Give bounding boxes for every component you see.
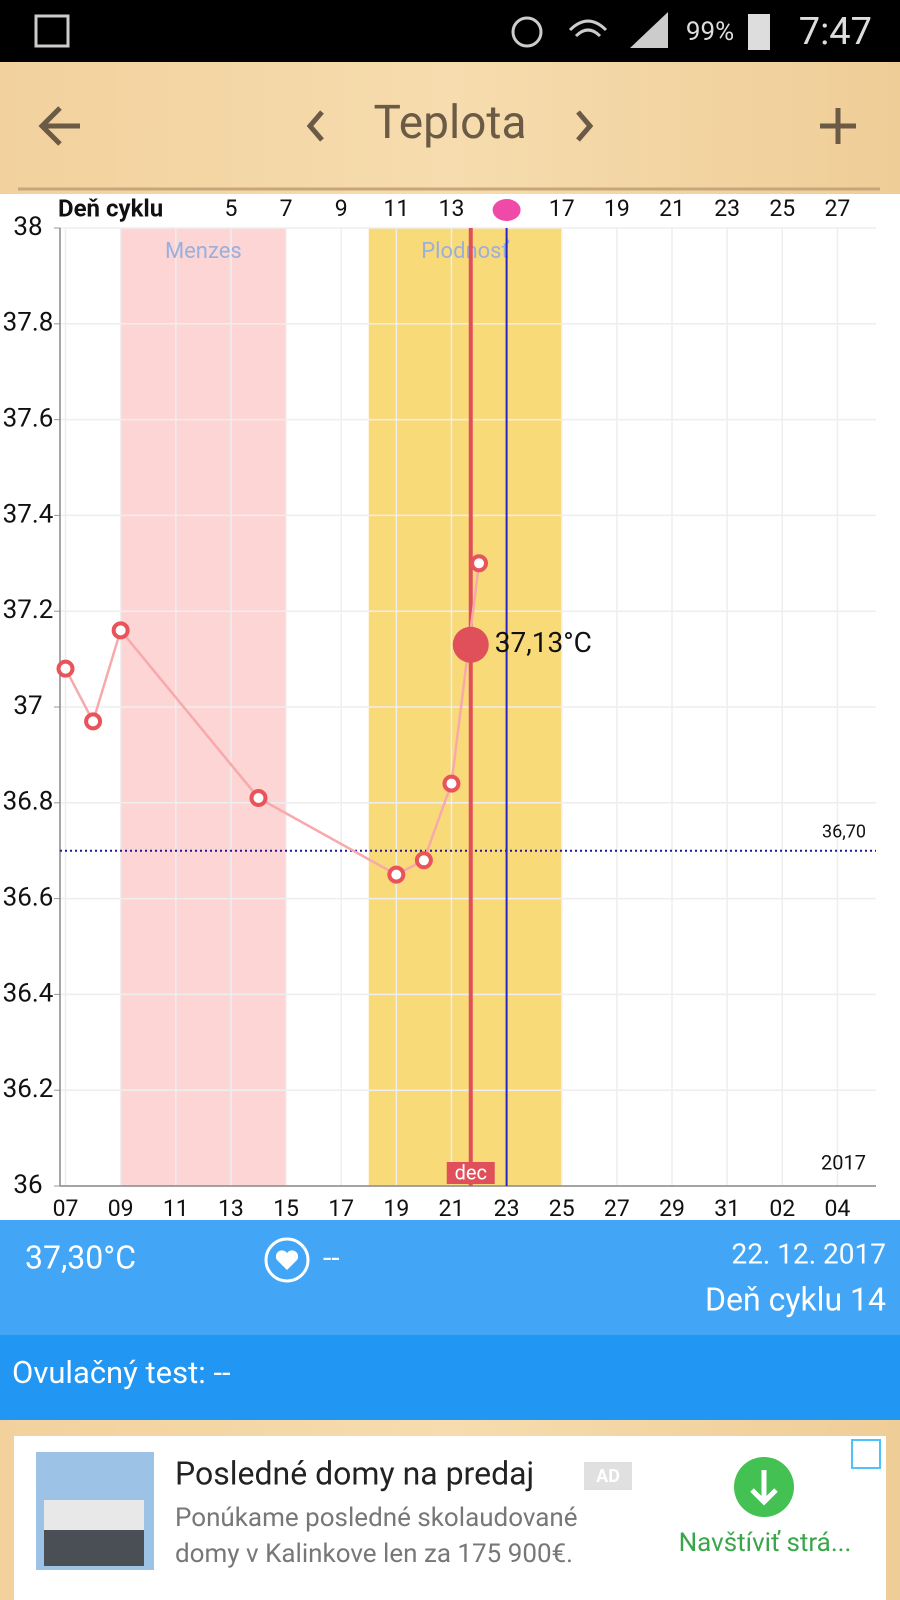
temperature-point (470, 554, 489, 573)
battery-icon (748, 14, 770, 50)
temperature-point (442, 774, 461, 793)
y-tick-label: 36 (13, 1170, 42, 1200)
temperature-point (84, 712, 103, 731)
cycle-day: Deň cyklu 14 (705, 1280, 886, 1318)
ad-choices-icon[interactable] (851, 1439, 881, 1469)
y-tick-label: 36.2 (3, 1074, 54, 1104)
ovulation-test: Ovulačný test: -- (12, 1354, 231, 1391)
temperature-point (111, 621, 130, 640)
temperature: 37,30°C (25, 1238, 136, 1276)
cycle-day-label: 17 (549, 195, 575, 222)
y-tick-label: 38 (13, 212, 42, 242)
y-tick-label: 36.4 (3, 978, 54, 1008)
y-tick-label: 37.8 (3, 308, 54, 338)
alarm-icon (511, 16, 543, 48)
x-tick-label: 09 (108, 1195, 134, 1222)
gallery-icon (34, 14, 70, 48)
y-tick-label: 37.2 (3, 595, 54, 625)
battery-percent: 99% (686, 17, 734, 47)
cycle-day-label: 5 (224, 195, 237, 222)
x-tick-label: 13 (218, 1195, 244, 1222)
ovulation-marker (492, 199, 521, 221)
ad-card[interactable] (14, 1436, 886, 1600)
y-tick-label: 37.4 (3, 499, 54, 529)
heart-value: -- (323, 1241, 340, 1276)
y-tick-label: 37.6 (3, 403, 54, 433)
band-label: Menzes (165, 239, 242, 264)
wifi-icon (568, 19, 608, 38)
cycle-day-label: 21 (659, 195, 685, 222)
x-tick-label: 29 (659, 1195, 685, 1222)
temperature-line (64, 563, 481, 877)
add-button[interactable] (820, 108, 856, 144)
ad-badge: AD (596, 1466, 620, 1487)
cycle-day-label: 19 (604, 195, 630, 222)
x-tick-label: 07 (53, 1195, 79, 1222)
x-tick-label: 19 (383, 1195, 409, 1222)
cycle-day-label: 13 (439, 195, 465, 222)
ad-cta[interactable]: Navštíviť strá... (679, 1528, 852, 1558)
next-button[interactable] (576, 110, 594, 142)
x-tick-label: 25 (549, 1195, 575, 1222)
y-tick-label: 37 (13, 691, 42, 721)
ovulation-test-bar[interactable] (0, 1335, 900, 1420)
selected-date: 22. 12. 2017 (731, 1237, 886, 1270)
x-tick-label: 31 (714, 1195, 740, 1222)
x-tick-label: 21 (439, 1195, 465, 1222)
app-bar (0, 62, 900, 194)
x-tick-label: 11 (163, 1195, 189, 1222)
info-panel (0, 1220, 900, 1335)
cursor-point (452, 626, 489, 663)
cycle-day-label: 23 (714, 195, 740, 222)
temperature-point (387, 865, 406, 884)
cycle-day-label: 27 (824, 195, 850, 222)
ad-badge-bg (584, 1462, 632, 1490)
temperature-point (414, 851, 433, 870)
x-tick-label: 27 (604, 1195, 630, 1222)
screen-title: Teplota (374, 96, 527, 150)
reference-label: 36,70 (822, 821, 866, 842)
y-tick-label: 36.8 (3, 787, 54, 817)
cycle-day-label: 25 (769, 195, 795, 222)
ad-image-fence (44, 1530, 144, 1566)
temperature-point (249, 789, 268, 808)
x-tick-label: 04 (824, 1195, 850, 1222)
clock: 7:47 (799, 10, 872, 54)
ad-cta-arrow (750, 1470, 778, 1506)
back-button[interactable] (38, 106, 80, 146)
cycle-day-label: 7 (280, 195, 293, 222)
signal-icon (630, 12, 668, 48)
x-tick-label: 15 (273, 1195, 299, 1222)
cycle-axis-title: Deň cyklu (58, 194, 163, 222)
x-tick-label: 02 (769, 1195, 795, 1222)
year-label: 2017 (821, 1150, 866, 1174)
heart-icon (275, 1250, 299, 1270)
x-tick-label: 23 (494, 1195, 520, 1222)
chart: 36 36.2 36.4 36.6 36.8 37 37.2 37.4 37.6 37.8 38 07… (3, 194, 876, 1222)
temperature-point (56, 659, 75, 678)
month-label-bg (446, 1162, 495, 1184)
cursor-label: 37,13°C (495, 626, 592, 659)
band-label: Plodnosť (421, 239, 510, 264)
y-tick-label: 36.6 (3, 882, 54, 912)
month-label: dec (455, 1160, 487, 1184)
ad-title: Posledné domy na predaj (175, 1454, 534, 1492)
cycle-day-label: 9 (335, 195, 348, 222)
prev-button[interactable] (306, 110, 324, 142)
ad-text-line: domy v Kalinkove len za 175 900€. (175, 1539, 573, 1569)
heart-button[interactable] (264, 1237, 310, 1283)
ad-text-line: Ponúkame posledné skolaudované (175, 1503, 578, 1533)
cycle-day-label: 11 (383, 195, 409, 222)
x-tick-label: 17 (328, 1195, 354, 1222)
